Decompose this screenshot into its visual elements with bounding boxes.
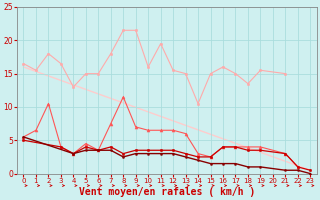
- X-axis label: Vent moyen/en rafales ( km/h ): Vent moyen/en rafales ( km/h ): [79, 187, 255, 197]
